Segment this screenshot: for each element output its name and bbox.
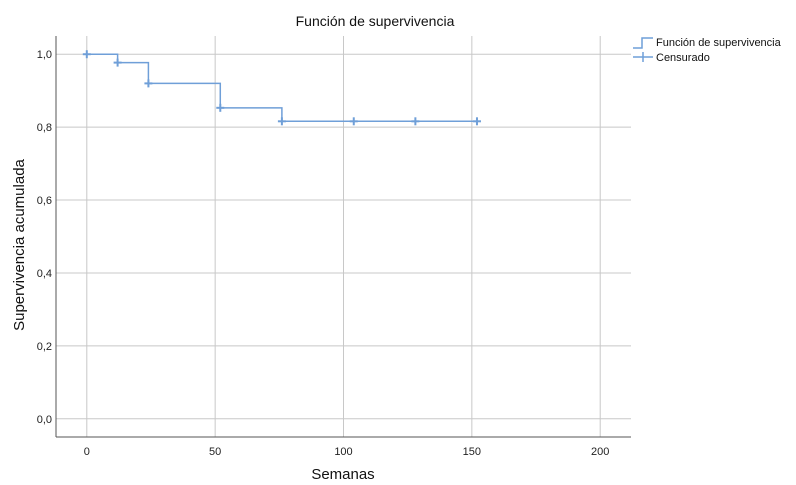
x-axis-label: Semanas <box>311 466 374 483</box>
x-tick-label: 0 <box>84 446 90 458</box>
y-tick-label: 0,2 <box>37 341 52 353</box>
x-ticks: 0 50 100 150 200 <box>84 446 610 458</box>
grid <box>56 36 631 437</box>
x-tick-label: 50 <box>209 446 221 458</box>
legend-label-censored: Censurado <box>656 52 710 64</box>
legend-item-censored: Censurado <box>633 52 710 64</box>
legend: Función de supervivencia Censurado <box>633 37 782 64</box>
x-tick-label: 200 <box>591 446 609 458</box>
y-tick-label: 1,0 <box>37 49 52 61</box>
censored-marker <box>216 103 225 112</box>
y-axis-label: Supervivencia acumulada <box>11 158 28 330</box>
x-tick-label: 100 <box>334 446 352 458</box>
axes <box>55 36 631 438</box>
y-tick-label: 0,8 <box>37 122 52 134</box>
censored-marker <box>349 117 358 126</box>
censored-marker <box>82 50 91 59</box>
censored-marker <box>277 117 286 126</box>
y-ticks: 0,0 0,2 0,4 0,6 0,8 1,0 <box>37 49 52 426</box>
legend-label-survival: Función de supervivencia <box>656 37 782 49</box>
y-tick-label: 0,0 <box>37 414 52 426</box>
censored-marker <box>113 58 122 67</box>
x-tick-label: 150 <box>463 446 481 458</box>
y-tick-label: 0,6 <box>37 195 52 207</box>
survival-step-line <box>86 53 477 123</box>
censored-marker <box>144 79 153 88</box>
legend-item-survival: Función de supervivencia <box>633 37 782 49</box>
chart-title: Función de supervivencia <box>296 13 455 29</box>
censored-marker <box>411 117 420 126</box>
legend-step-icon <box>633 37 653 49</box>
censored-marker <box>472 117 481 126</box>
series-layer <box>82 50 481 126</box>
y-tick-label: 0,4 <box>37 268 52 280</box>
